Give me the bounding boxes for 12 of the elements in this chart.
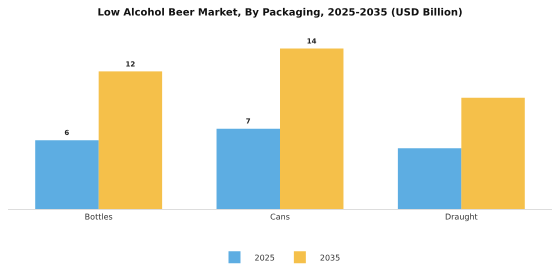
x-tick-label: Bottles xyxy=(84,212,113,222)
bar xyxy=(280,48,344,209)
bar xyxy=(98,71,162,209)
x-tick-label: Cans xyxy=(270,212,290,222)
bar xyxy=(35,140,99,209)
bar xyxy=(461,98,525,209)
legend-label: 2035 xyxy=(320,253,340,262)
chart-title: Low Alcohol Beer Market, By Packaging, 2025-2035 (USD Billion) xyxy=(97,7,463,18)
bar xyxy=(398,148,462,209)
legend-label: 2025 xyxy=(254,253,275,262)
bar xyxy=(216,128,280,209)
x-tick-label: Draught xyxy=(444,212,478,222)
